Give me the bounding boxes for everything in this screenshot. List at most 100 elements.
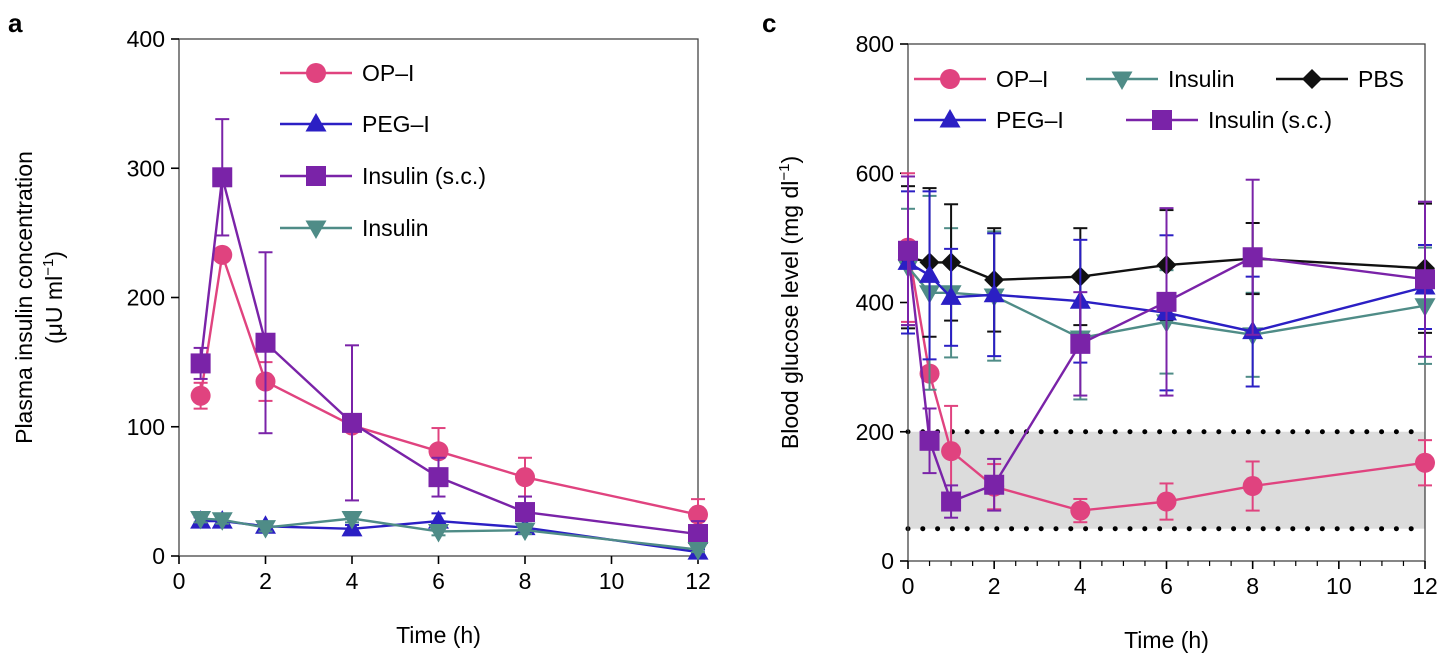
x-axis-title-a: Time (h) — [396, 622, 481, 648]
panel-letter-c: c — [762, 8, 776, 38]
legend-item-insulin-s-c: Insulin (s.c.) — [280, 163, 486, 189]
data-point — [190, 385, 211, 406]
panel-letter-a: a — [8, 8, 23, 38]
y-tick-label-c: 200 — [856, 419, 894, 445]
legend-marker — [940, 69, 960, 89]
data-point — [1242, 476, 1263, 497]
x-tick-label-a: 10 — [599, 568, 625, 594]
x-tick-label-c: 8 — [1246, 573, 1259, 599]
legend-label: Insulin — [362, 215, 428, 241]
y-tick-label-c: 600 — [856, 160, 894, 186]
data-point — [212, 167, 233, 188]
series-line — [199, 176, 699, 536]
data-point — [190, 511, 212, 530]
legend-marker — [1302, 69, 1322, 89]
series-a-op-i — [190, 244, 708, 532]
legend-label: OP–I — [996, 66, 1048, 92]
series-a-peg-i — [190, 510, 709, 560]
data-point — [255, 332, 276, 353]
x-tick-label-a: 4 — [346, 568, 359, 594]
x-tick-label-a: 8 — [519, 568, 532, 594]
data-point — [941, 491, 962, 512]
y-tick-label-a: 200 — [127, 285, 165, 311]
y-axis-title-a: Plasma insulin concentration — [11, 151, 37, 444]
legend-item-insulin: Insulin — [280, 215, 428, 241]
data-point — [341, 511, 363, 530]
data-point — [1070, 500, 1091, 521]
data-point — [255, 520, 276, 539]
x-tick-label-c: 10 — [1326, 573, 1352, 599]
legend-marker — [939, 109, 961, 128]
y-tick-label-a: 300 — [127, 155, 165, 181]
y-tick-label-a: 400 — [127, 26, 165, 52]
data-point — [428, 441, 449, 462]
y-tick-label-a: 0 — [152, 543, 165, 569]
data-point — [428, 523, 449, 543]
legend-label: Insulin (s.c.) — [1208, 107, 1332, 133]
data-point — [919, 264, 941, 283]
data-point — [940, 286, 962, 305]
series-a-insulin — [190, 511, 709, 561]
x-tick-label-a: 6 — [432, 568, 445, 594]
legend-label: Insulin — [1168, 66, 1234, 92]
data-point — [211, 512, 233, 531]
x-tick-label-c: 0 — [902, 573, 915, 599]
y-axis-title-c: Blood glucose level (mg dl−1) — [776, 156, 803, 449]
x-tick-label-a: 2 — [259, 568, 272, 594]
data-point — [984, 474, 1005, 495]
legend-marker — [1152, 110, 1172, 130]
legend-label: Insulin (s.c.) — [362, 163, 486, 189]
series-line — [200, 517, 699, 551]
data-point — [1156, 491, 1177, 512]
legend-marker — [306, 166, 326, 186]
data-point — [190, 353, 211, 374]
data-point — [514, 522, 536, 542]
legend-marker — [305, 113, 327, 132]
chart-panel-a: 0 100 200 300 400 0 2 4 6 8 10 12 Time (h) Plasma ins… — [11, 26, 711, 648]
y-axis-title-superscript: −1 — [776, 164, 793, 181]
legend-item-peg-i: PEG–I — [280, 111, 430, 137]
y-tick-label-c: 400 — [856, 290, 894, 316]
x-tick-label-c: 6 — [1160, 573, 1173, 599]
data-point — [1070, 333, 1091, 354]
data-point — [898, 240, 918, 261]
data-point — [428, 467, 449, 488]
legend-item-peg-i: PEG–I — [914, 107, 1064, 133]
data-point — [687, 542, 709, 561]
legend-label: PBS — [1358, 66, 1404, 92]
legend-label: PEG–I — [996, 107, 1064, 133]
legend-c: OP–I Insulin PBS PEG–I Insulin (s.c.) — [914, 66, 1404, 133]
y-axis-units-a: (μU ml−1) — [40, 251, 67, 344]
data-point — [919, 430, 940, 451]
y-axis-units-superscript: −1 — [40, 259, 57, 276]
legend-label: OP–I — [362, 60, 414, 86]
y-axis-title-text: Blood glucose level (mg dl — [777, 181, 803, 449]
data-point — [212, 244, 233, 265]
x-tick-label-a: 0 — [173, 568, 186, 594]
legend-item-insulin-s-c: Insulin (s.c.) — [1126, 107, 1332, 133]
legend-item-op-i: OP–I — [914, 66, 1048, 92]
x-axis-title-c: Time (h) — [1124, 627, 1209, 653]
data-point — [1242, 247, 1263, 268]
data-point — [688, 504, 708, 525]
series-line — [906, 250, 1426, 504]
y-axis-title-close: ) — [777, 156, 803, 164]
data-point — [1156, 291, 1177, 312]
chart-panel-c: 0 200 400 600 800 0 2 4 6 8 10 12 Time (h) Blood gluc… — [776, 31, 1438, 653]
x-tick-label-a: 12 — [685, 568, 711, 594]
legend-item-insulin: Insulin — [1086, 66, 1234, 92]
y-tick-label-c: 800 — [856, 31, 894, 57]
data-point — [983, 283, 1005, 303]
y-tick-label-c: 0 — [881, 548, 894, 574]
data-point — [515, 467, 535, 488]
series-c-insulin-s-c — [898, 175, 1435, 519]
legend-a: OP–I PEG–I Insulin (s.c.) Insulin — [280, 60, 486, 241]
data-point — [1415, 269, 1435, 290]
legend-label: PEG–I — [362, 111, 430, 137]
legend-marker — [1111, 71, 1133, 90]
data-point — [941, 441, 962, 462]
legend-item-pbs: PBS — [1276, 66, 1404, 92]
legend-marker — [305, 220, 327, 239]
x-tick-label-c: 2 — [988, 573, 1001, 599]
